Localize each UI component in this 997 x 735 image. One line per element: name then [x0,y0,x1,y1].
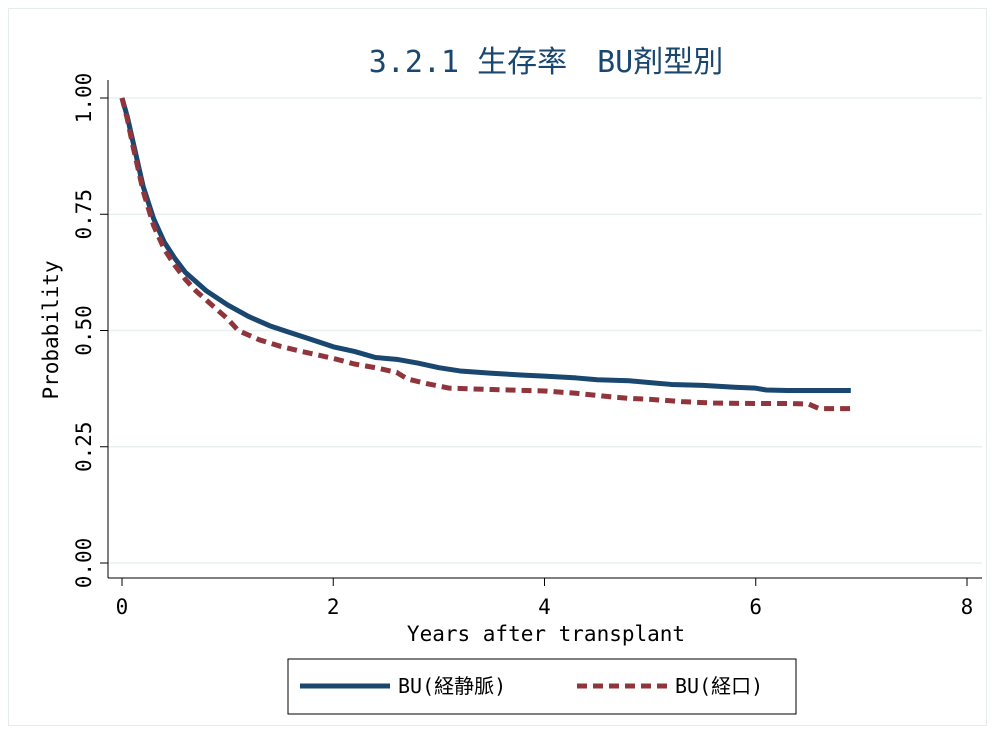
x-tick-label: 6 [749,595,762,619]
series-line-1 [119,97,851,393]
chart-title: 3.2.1 生存率 BU剤型別 [369,45,724,80]
y-tick-label: 0.75 [72,189,96,240]
legend-label-2: BU(経口) [675,674,763,698]
legend: BU(経静脈) BU(経口) [287,658,797,715]
series-line-2 [119,97,851,412]
x-tick-label: 2 [327,595,340,619]
y-tick-label: 0.00 [72,538,96,589]
series-lines [119,97,851,412]
y-tick-label: 1.00 [72,73,96,124]
grid-lines [108,97,982,564]
y-tick-label: 0.25 [72,421,96,472]
y-axis-title: Probability [39,260,63,399]
y-tick-label: 0.50 [72,305,96,356]
x-tick-label: 4 [538,595,551,619]
x-axis-title: Years after transplant [407,622,685,646]
chart-frame [8,8,987,726]
x-tick-label: 0 [116,595,129,619]
legend-label-1: BU(経静脈) [398,674,506,698]
axes: 0.00 0.25 0.50 0.75 1.00 0 2 4 6 8 [72,73,982,619]
x-tick-label: 8 [961,595,974,619]
